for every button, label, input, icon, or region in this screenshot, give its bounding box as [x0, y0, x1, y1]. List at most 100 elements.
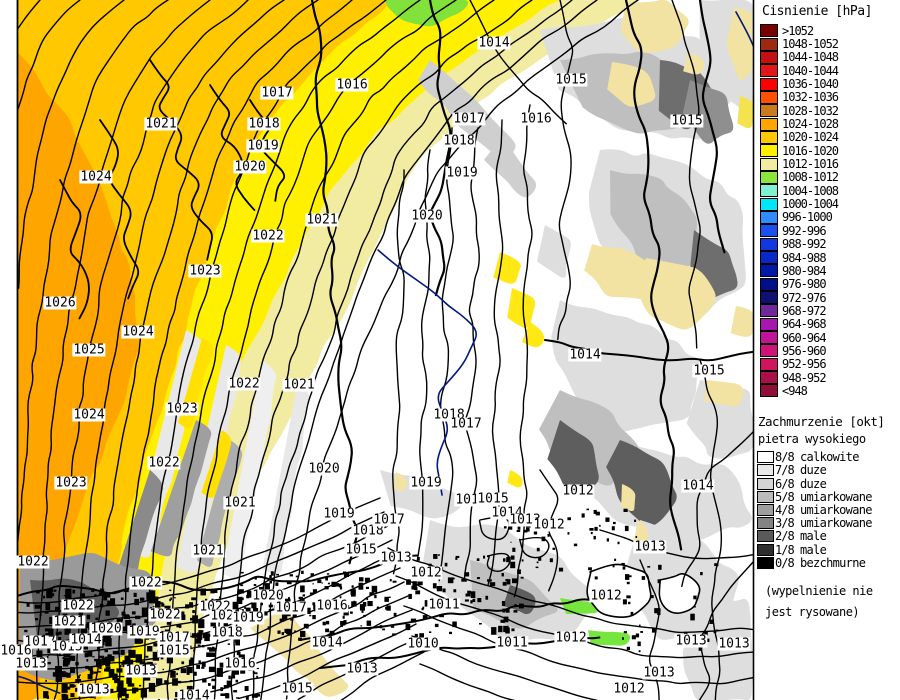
pressure-color-swatch — [760, 384, 778, 398]
cloud-desc-label: umiarkowane — [800, 489, 872, 504]
cloud-desc-label: calkowite — [800, 450, 859, 465]
cloud-color-swatch — [757, 517, 774, 530]
pressure-legend-row: 988-992 — [755, 237, 900, 252]
cloud-fraction-label: 2/8 — [775, 529, 795, 544]
cloud-color-swatch — [757, 490, 774, 503]
pressure-range-label: 1028-1032 — [782, 103, 839, 118]
pressure-legend-row: 1040-1044 — [755, 63, 900, 78]
pressure-legend-row: 1008-1012 — [755, 170, 900, 184]
cloud-fraction-label: 1/8 — [775, 542, 795, 557]
cloud-legend-row: 1/8 male — [755, 542, 900, 557]
cloud-color-swatch — [757, 530, 774, 543]
cloud-legend-row: 0/8 bezchmurne — [755, 555, 900, 570]
pressure-legend-row: 992-996 — [755, 224, 900, 238]
pressure-color-swatch — [760, 130, 778, 144]
pressure-color-swatch — [760, 170, 778, 184]
cloud-legend-title: Zachmurzenie [okt] — [758, 413, 885, 429]
weather-map-canvas — [16, 0, 755, 700]
pressure-range-label: 980-984 — [782, 263, 827, 278]
pressure-range-label: 972-976 — [782, 290, 827, 305]
cloud-legend-row: 6/8 duze — [755, 476, 900, 491]
pressure-legend-row: 952-956 — [755, 357, 900, 371]
cloud-desc-label: umiarkowane — [800, 516, 872, 531]
map-area: 1017 1016 1021 1018 1019 1020 1024 1021 1022 1023… — [0, 0, 755, 700]
pressure-legend-row: 972-976 — [755, 290, 900, 305]
cloud-legend-note-line2: jest rysowane) — [765, 605, 860, 620]
pressure-range-label: 1016-1020 — [782, 143, 839, 158]
map-frame — [16, 0, 755, 700]
pressure-legend-row: >1052 — [755, 23, 900, 38]
pressure-range-label: >1052 — [782, 23, 814, 38]
cloud-legend-note-line1: (wypelnienie nie — [765, 584, 873, 599]
cloud-legend-row: 2/8 male — [755, 529, 900, 544]
pressure-color-swatch — [760, 197, 778, 211]
pressure-color-swatch — [760, 157, 778, 171]
cloud-color-swatch — [757, 464, 774, 477]
pressure-legend-row: 1000-1004 — [755, 197, 900, 211]
pressure-legend-row: 1044-1048 — [755, 50, 900, 64]
pressure-color-swatch — [760, 117, 778, 131]
pressure-legend-row: 1048-1052 — [755, 37, 900, 52]
pressure-color-swatch — [760, 37, 778, 51]
pressure-range-label: 1004-1008 — [782, 183, 839, 198]
cloud-color-swatch — [757, 451, 774, 464]
cloud-fraction-label: 5/8 — [775, 489, 795, 504]
pressure-color-swatch — [760, 224, 778, 238]
cloud-legend-row: 4/8 umiarkowane — [755, 502, 900, 517]
pressure-legend-row: 1012-1016 — [755, 157, 900, 172]
cloud-color-swatch — [757, 477, 774, 490]
pressure-color-swatch — [760, 344, 778, 358]
pressure-color-swatch — [760, 104, 778, 118]
pressure-color-swatch — [760, 77, 778, 91]
pressure-range-label: 988-992 — [782, 237, 827, 252]
cloud-color-swatch — [757, 503, 774, 516]
pressure-color-swatch — [760, 317, 778, 331]
pressure-color-swatch — [760, 64, 778, 78]
pressure-range-label: 956-960 — [782, 343, 827, 358]
pressure-range-label: 1040-1044 — [782, 63, 839, 78]
pressure-color-swatch — [760, 50, 778, 64]
cloud-fraction-label: 8/8 — [775, 450, 795, 465]
cloud-color-swatch — [757, 543, 774, 556]
pressure-color-swatch — [760, 291, 778, 305]
cloud-fraction-label: 4/8 — [775, 502, 795, 517]
pressure-color-swatch — [760, 357, 778, 371]
pressure-legend-row: 1036-1040 — [755, 77, 900, 92]
pressure-range-label: 1036-1040 — [782, 77, 839, 92]
pressure-color-swatch — [760, 277, 778, 291]
pressure-legend-row: <948 — [755, 383, 900, 398]
legend-panel: Cisnienie [hPa] >1052 1048-1052 1044-1048 1… — [755, 0, 900, 700]
pressure-range-label: 968-972 — [782, 303, 827, 318]
pressure-legend: >1052 1048-1052 1044-1048 1040-1044 1036-104… — [755, 24, 900, 398]
cloud-legend-subtitle: pietra wysokiego — [758, 431, 866, 446]
pressure-legend-row: 976-980 — [755, 277, 900, 291]
pressure-color-swatch — [760, 331, 778, 345]
cloud-legend-row: 7/8 duze — [755, 463, 900, 477]
pressure-color-swatch — [760, 264, 778, 278]
pressure-range-label: <948 — [782, 383, 808, 398]
pressure-color-swatch — [760, 251, 778, 265]
pressure-range-label: 1032-1036 — [782, 90, 839, 105]
cloud-legend-note: (wypelnienie nie jest rysowane) — [755, 581, 900, 623]
cloud-legend-row: 8/8 calkowite — [755, 450, 900, 465]
cloud-fraction-label: 6/8 — [775, 476, 795, 491]
cloud-desc-label: male — [800, 542, 827, 557]
pressure-color-swatch — [760, 184, 778, 198]
pressure-color-swatch — [760, 371, 778, 385]
pressure-legend-row: 1032-1036 — [755, 90, 900, 105]
pressure-legend-row: 1004-1008 — [755, 183, 900, 198]
pressure-legend-row: 956-960 — [755, 343, 900, 358]
pressure-legend-row: 968-972 — [755, 303, 900, 318]
pressure-color-swatch — [760, 304, 778, 318]
pressure-legend-row: 948-952 — [755, 371, 900, 385]
pressure-range-label: 1012-1016 — [782, 157, 839, 172]
cloud-fraction-label: 0/8 — [775, 555, 795, 570]
cloud-legend-row: 3/8 umiarkowane — [755, 516, 900, 531]
cloud-legend-row: 5/8 umiarkowane — [755, 489, 900, 504]
pressure-legend-title: Cisnienie [hPa] — [762, 4, 872, 19]
pressure-legend-row: 1024-1028 — [755, 117, 900, 131]
pressure-range-label: 1048-1052 — [782, 37, 839, 52]
pressure-color-swatch — [760, 237, 778, 251]
pressure-range-label: 960-964 — [782, 330, 827, 345]
pressure-legend-row: 980-984 — [755, 263, 900, 278]
